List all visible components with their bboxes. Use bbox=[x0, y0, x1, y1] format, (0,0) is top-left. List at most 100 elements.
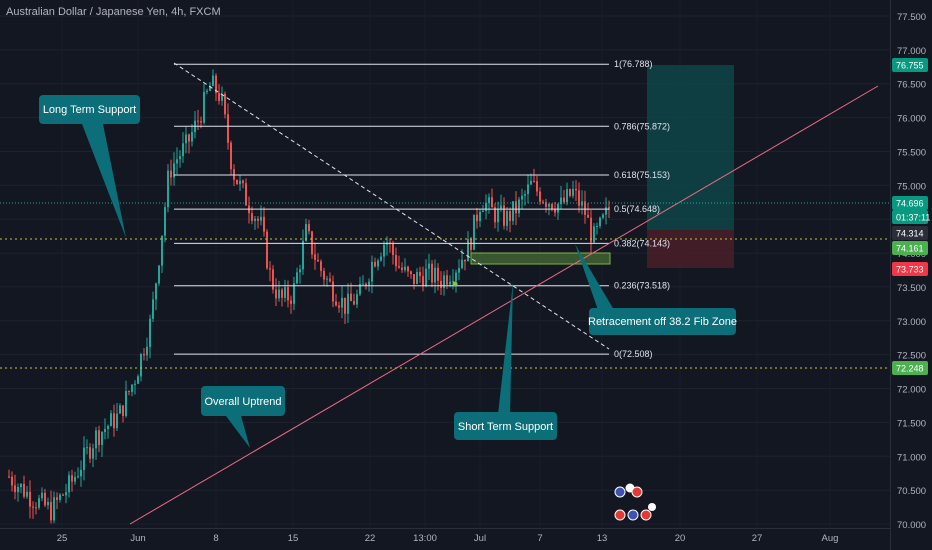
candle-body bbox=[26, 491, 28, 497]
time-axis-tick: Jul bbox=[474, 533, 486, 544]
candle-body bbox=[11, 476, 13, 486]
candle-body bbox=[206, 90, 208, 92]
candle-body bbox=[605, 207, 607, 215]
fib-swing-line[interactable] bbox=[173, 62, 610, 350]
candle-body bbox=[209, 85, 211, 91]
candle-body bbox=[410, 271, 412, 275]
candle-body bbox=[578, 190, 580, 206]
candle-body bbox=[446, 275, 448, 285]
candle-body bbox=[521, 195, 523, 200]
candle-body bbox=[545, 202, 547, 207]
callout-short-term-support[interactable]: Short Term Support bbox=[454, 282, 557, 440]
candle-body bbox=[584, 201, 586, 215]
candle-body bbox=[374, 261, 376, 267]
uptrend-line[interactable] bbox=[129, 85, 879, 525]
candle-body bbox=[515, 201, 517, 214]
candle-body bbox=[581, 201, 583, 206]
candle-body bbox=[176, 159, 178, 164]
candle-body bbox=[29, 491, 31, 507]
candle-body bbox=[398, 266, 400, 268]
price-badge-label: 72.248 bbox=[896, 364, 924, 374]
candle-body bbox=[137, 376, 139, 384]
price-badge bbox=[892, 262, 928, 276]
candle-body bbox=[197, 120, 199, 122]
fib-level-label: 0.786(75.872) bbox=[614, 121, 670, 131]
economic-events-icons[interactable] bbox=[614, 483, 656, 521]
candle-body bbox=[350, 293, 352, 302]
fib-level-label: 0.5(74.648) bbox=[614, 204, 660, 214]
price-badges: 76.755 74.696 01:37:11 74.314 74.161 73.733 72… bbox=[892, 58, 930, 375]
candle-body bbox=[560, 197, 562, 205]
price-badge bbox=[892, 226, 928, 240]
candle-body bbox=[53, 497, 55, 521]
candle-body bbox=[320, 261, 322, 271]
candle-body bbox=[131, 384, 133, 392]
candle-body bbox=[377, 260, 379, 267]
candle-body bbox=[449, 281, 451, 285]
candle-body bbox=[461, 259, 463, 269]
candle-body bbox=[482, 210, 484, 212]
candle-body bbox=[281, 289, 283, 298]
fib-level-label: 0.382(74.143) bbox=[614, 238, 670, 248]
callout-retracement[interactable]: Retracement off 38.2 Fib Zone bbox=[575, 244, 737, 335]
profit-target-zone[interactable] bbox=[647, 65, 734, 230]
fib-retracement[interactable]: 1(76.788) 0.786(75.872) 0.618(75.153) 0.5(7… bbox=[174, 59, 670, 359]
callout-label: Long Term Support bbox=[43, 104, 136, 116]
candle-body bbox=[452, 281, 454, 283]
time-axis-tick: 15 bbox=[288, 533, 299, 544]
candle-body bbox=[557, 204, 559, 213]
candle-body bbox=[425, 268, 427, 287]
candle-body bbox=[158, 265, 160, 284]
candle-body bbox=[56, 497, 58, 500]
price-badge-label: 74.314 bbox=[896, 229, 924, 239]
candle-body bbox=[185, 134, 187, 144]
candle-body bbox=[356, 294, 358, 305]
candle-body bbox=[263, 216, 265, 232]
candle-body bbox=[470, 239, 472, 250]
time-axis-tick: 7 bbox=[537, 533, 542, 544]
fib-level-label: 0.618(75.153) bbox=[614, 170, 670, 180]
candle-body bbox=[65, 492, 67, 496]
candle-body bbox=[518, 199, 520, 214]
candle-body bbox=[17, 487, 19, 493]
candle-body bbox=[434, 267, 436, 283]
candle-body bbox=[86, 447, 88, 449]
time-axis[interactable]: 25 Jun 8 15 22 13:00 Jul 7 13 20 27 Aug bbox=[57, 533, 839, 544]
marker-dot bbox=[452, 281, 458, 287]
candle-body bbox=[608, 207, 610, 210]
time-axis-tick: Jun bbox=[130, 533, 145, 544]
chart-title: Australian Dollar / Japanese Yen, 4h, FX… bbox=[6, 6, 221, 18]
candle-body bbox=[329, 278, 331, 282]
callout-overall-uptrend[interactable]: Overall Uptrend bbox=[201, 386, 285, 448]
candle-body bbox=[602, 214, 604, 218]
candle-body bbox=[332, 281, 334, 302]
candle-body bbox=[113, 413, 115, 429]
candle-body bbox=[293, 283, 295, 304]
candle-body bbox=[107, 426, 109, 430]
candle-body bbox=[221, 93, 223, 101]
candle-body bbox=[59, 494, 61, 500]
candle-body bbox=[215, 75, 217, 94]
callout-long-term-support[interactable]: Long Term Support bbox=[39, 95, 140, 238]
stop-loss-zone[interactable] bbox=[647, 230, 734, 268]
candle-body bbox=[182, 143, 184, 157]
candle-body bbox=[95, 430, 97, 449]
fib-level-label: 1(76.788) bbox=[614, 59, 653, 69]
price-badge-label: 73.733 bbox=[896, 265, 924, 275]
candle-body bbox=[143, 353, 145, 356]
candle-body bbox=[314, 254, 316, 260]
price-axis-tick: 75.500 bbox=[897, 147, 926, 158]
candle-body bbox=[395, 254, 397, 267]
candle-body bbox=[494, 207, 496, 223]
candle-body bbox=[272, 269, 274, 290]
candle-body bbox=[20, 483, 22, 488]
candle-body bbox=[458, 268, 460, 273]
fib-support-zone[interactable] bbox=[470, 252, 611, 265]
time-axis-tick: 20 bbox=[675, 533, 686, 544]
candle-body bbox=[413, 274, 415, 284]
candle-body bbox=[299, 269, 301, 273]
candle-body bbox=[464, 259, 466, 262]
candle-body bbox=[71, 475, 73, 482]
candle-body bbox=[146, 346, 148, 356]
